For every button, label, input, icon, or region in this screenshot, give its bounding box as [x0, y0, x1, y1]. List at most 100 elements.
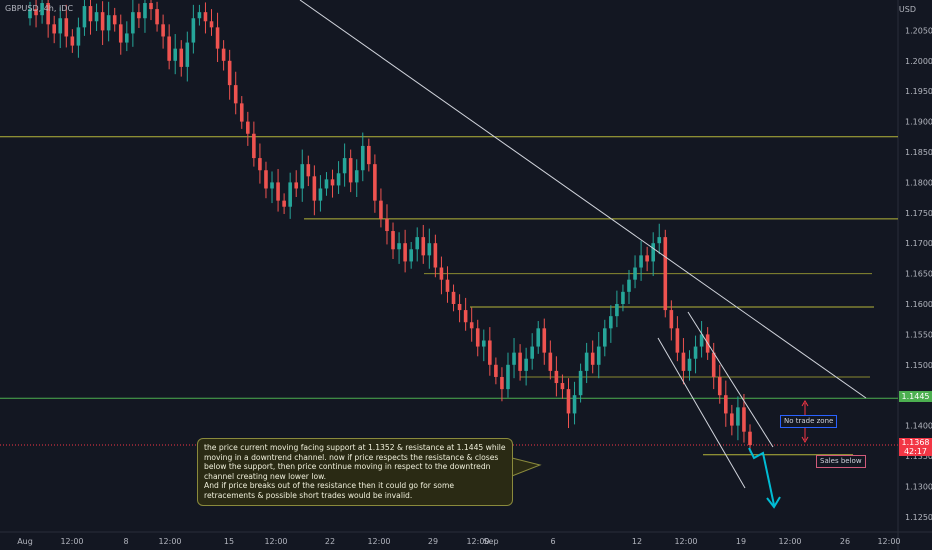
x-tick-label-12: 12 — [632, 537, 642, 546]
candle-body-8 — [76, 27, 81, 46]
y-tick-label-4: 1.1850 — [905, 148, 932, 157]
x-tick-label-7: 12:00 — [367, 537, 390, 546]
candle-body-24 — [173, 48, 178, 61]
candle-body-74 — [475, 328, 480, 347]
candle-body-115 — [723, 395, 728, 414]
x-tick-label-6: 22 — [325, 537, 335, 546]
candle-body-70 — [451, 291, 456, 304]
y-tick-label-10: 1.1550 — [905, 330, 932, 339]
candle-body-57 — [373, 164, 377, 201]
candle-body-16 — [125, 33, 129, 43]
candle-body-36 — [246, 121, 250, 134]
x-tick-label-0: Aug — [17, 537, 33, 546]
note-pointer — [511, 457, 542, 477]
candle-body-88 — [560, 383, 565, 390]
candle-body-103 — [651, 243, 655, 262]
candle-body-11 — [94, 12, 99, 22]
sales-below-label[interactable]: Sales below — [816, 455, 866, 468]
candle-body-26 — [185, 42, 190, 67]
candle-body-93 — [590, 352, 595, 365]
candle-body-95 — [602, 328, 607, 347]
candle-body-89 — [566, 389, 571, 414]
note-line-2: And if price breaks out of the resistanc… — [204, 481, 455, 500]
price-tag-current: 1.1368 42:17 — [899, 438, 932, 456]
candle-body-20 — [149, 3, 153, 10]
candle-body-55 — [360, 145, 365, 171]
candle-body-119 — [748, 431, 752, 446]
candle-body-63 — [409, 249, 413, 262]
candle-body-30 — [209, 21, 214, 28]
countdown-timer: 42:17 — [903, 447, 928, 456]
candle-body-9 — [82, 6, 87, 28]
candle-body-72 — [463, 310, 468, 323]
y-tick-label-15: 1.1300 — [905, 482, 932, 491]
x-tick-label-10: Sep — [483, 537, 498, 546]
downtrend-line — [299, 0, 867, 399]
candle-body-19 — [143, 3, 147, 19]
candle-body-102 — [645, 255, 649, 262]
candle-body-61 — [397, 243, 401, 250]
candle-body-118 — [742, 407, 746, 432]
candle-body-100 — [633, 267, 637, 280]
candle-body-34 — [233, 85, 238, 104]
candle-body-23 — [167, 36, 171, 61]
x-tick-label-13: 12:00 — [674, 537, 697, 546]
y-tick-label-5: 1.1800 — [905, 178, 932, 187]
candle-body-42 — [282, 200, 286, 207]
candle-body-7 — [70, 36, 75, 46]
candle-body-27 — [191, 18, 196, 43]
candle-body-86 — [548, 352, 553, 371]
x-tick-label-1: 12:00 — [60, 537, 83, 546]
candle-body-80 — [512, 352, 516, 365]
candle-body-13 — [106, 15, 111, 31]
candle-body-65 — [421, 237, 426, 256]
candle-body-1 — [34, 9, 38, 16]
candle-body-21 — [155, 9, 159, 25]
y-tick-label-13: 1.1400 — [905, 422, 932, 431]
no-trade-zone-label[interactable]: No trade zone — [780, 415, 838, 428]
y-tick-label-14: 1.1350 — [905, 452, 932, 461]
candle-body-56 — [367, 145, 371, 165]
candle-body-46 — [306, 164, 311, 177]
candle-body-40 — [270, 182, 274, 189]
candle-body-52 — [342, 158, 347, 174]
x-tick-label-3: 12:00 — [158, 537, 181, 546]
candle-body-73 — [469, 322, 474, 329]
candle-body-39 — [264, 170, 268, 189]
x-tick-label-11: 6 — [550, 537, 555, 546]
x-tick-label-8: 29 — [428, 537, 438, 546]
candle-body-6 — [64, 18, 69, 37]
price-tag-current-value: 1.1368 — [901, 438, 930, 447]
x-tick-label-14: 19 — [736, 537, 746, 546]
y-tick-label-3: 1.1900 — [905, 118, 932, 127]
candle-body-76 — [488, 340, 492, 365]
channel-upper-line — [687, 311, 774, 448]
candle-body-107 — [675, 328, 680, 353]
candle-body-49 — [324, 179, 329, 189]
candle-body-105 — [663, 237, 668, 311]
candle-body-5 — [58, 18, 63, 34]
candle-body-60 — [391, 231, 395, 250]
currency-label: USD — [898, 5, 916, 14]
candle-body-33 — [227, 60, 232, 86]
candle-body-2 — [40, 3, 44, 16]
candle-body-94 — [596, 346, 601, 365]
candle-body-84 — [536, 328, 541, 347]
x-tick-label-5: 12:00 — [264, 537, 287, 546]
candle-body-91 — [578, 370, 583, 396]
candle-body-90 — [572, 395, 577, 414]
analysis-note[interactable]: the price current moving facing support … — [197, 438, 513, 506]
candle-body-0 — [28, 9, 32, 19]
candle-body-43 — [288, 182, 292, 207]
candle-body-38 — [258, 158, 262, 171]
candle-body-53 — [348, 158, 353, 183]
arrow-head-down — [801, 436, 809, 443]
x-tick-label-16: 26 — [840, 537, 850, 546]
note-line-1: the price current moving facing support … — [204, 443, 506, 481]
candle-body-114 — [717, 376, 722, 396]
y-tick-label-6: 1.1750 — [905, 209, 932, 218]
x-tick-label-9: 12:00 — [466, 537, 489, 546]
candle-body-85 — [542, 328, 547, 353]
projection-arrow-head — [766, 496, 781, 509]
